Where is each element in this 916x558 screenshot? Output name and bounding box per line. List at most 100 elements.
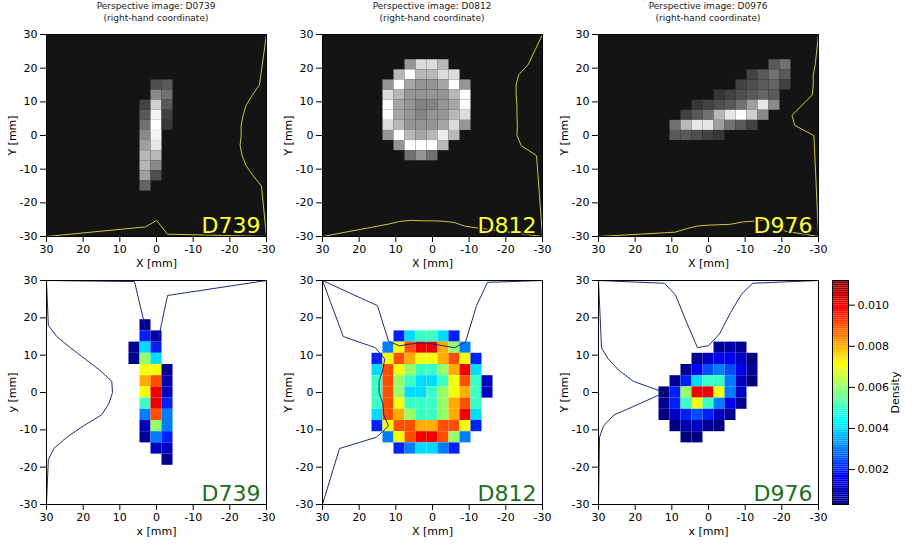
svg-text:10: 10 [665, 243, 679, 256]
svg-text:-20: -20 [296, 461, 314, 474]
svg-text:-20: -20 [296, 196, 314, 209]
svg-text:30: 30 [576, 274, 590, 287]
svg-text:X [mm]: X [mm] [688, 257, 729, 270]
svg-text:0: 0 [429, 511, 436, 524]
svg-text:0: 0 [153, 511, 160, 524]
svg-text:-10: -10 [20, 423, 38, 436]
svg-text:-20: -20 [221, 243, 239, 256]
svg-text:20: 20 [76, 243, 90, 256]
svg-text:10: 10 [576, 349, 590, 362]
svg-text:20: 20 [352, 243, 366, 256]
svg-text:-30: -30 [296, 230, 314, 243]
svg-text:0.004: 0.004 [858, 422, 890, 435]
svg-text:30: 30 [300, 274, 314, 287]
svg-text:0: 0 [583, 386, 590, 399]
svg-text:X [mm]: X [mm] [412, 257, 453, 270]
svg-text:D976: D976 [754, 213, 813, 238]
svg-text:Y [mm]: Y [mm] [6, 115, 19, 156]
svg-text:-20: -20 [773, 243, 791, 256]
svg-text:0: 0 [153, 243, 160, 256]
svg-text:-10: -10 [736, 243, 754, 256]
svg-text:20: 20 [24, 62, 38, 75]
svg-text:0.002: 0.002 [858, 463, 890, 476]
svg-text:30: 30 [24, 28, 38, 41]
svg-text:-10: -10 [460, 511, 478, 524]
svg-text:Y [mm]: Y [mm] [282, 115, 295, 156]
svg-text:30: 30 [300, 28, 314, 41]
svg-text:20: 20 [300, 311, 314, 324]
svg-text:-30: -30 [20, 498, 38, 511]
svg-text:0: 0 [583, 129, 590, 142]
svg-text:-30: -30 [572, 498, 590, 511]
svg-text:Y [mm]: Y [mm] [282, 372, 295, 413]
svg-text:-10: -10 [460, 243, 478, 256]
svg-text:D976: D976 [754, 481, 813, 506]
svg-text:10: 10 [665, 511, 679, 524]
svg-text:Y [mm]: Y [mm] [558, 115, 571, 156]
svg-text:-20: -20 [20, 196, 38, 209]
svg-text:0: 0 [429, 243, 436, 256]
svg-text:-10: -10 [184, 511, 202, 524]
svg-text:0.006: 0.006 [858, 381, 890, 394]
svg-text:30: 30 [40, 243, 54, 256]
svg-text:10: 10 [389, 511, 403, 524]
svg-text:y [mm]: y [mm] [6, 372, 19, 412]
svg-text:D739: D739 [202, 481, 261, 506]
svg-text:0: 0 [31, 129, 38, 142]
svg-text:20: 20 [576, 62, 590, 75]
svg-text:10: 10 [300, 95, 314, 108]
svg-text:0: 0 [31, 386, 38, 399]
svg-text:-10: -10 [572, 423, 590, 436]
svg-text:x [mm]: x [mm] [688, 525, 728, 538]
svg-text:20: 20 [576, 311, 590, 324]
svg-text:-30: -30 [258, 511, 276, 524]
svg-text:0: 0 [705, 243, 712, 256]
svg-text:-20: -20 [221, 511, 239, 524]
svg-text:10: 10 [300, 349, 314, 362]
svg-text:-10: -10 [736, 511, 754, 524]
svg-text:-30: -30 [258, 243, 276, 256]
svg-text:10: 10 [389, 243, 403, 256]
svg-text:-30: -30 [20, 230, 38, 243]
svg-text:X [mm]: X [mm] [136, 257, 177, 270]
svg-text:-20: -20 [497, 243, 515, 256]
svg-text:-30: -30 [534, 511, 552, 524]
svg-text:30: 30 [24, 274, 38, 287]
svg-text:30: 30 [40, 511, 54, 524]
svg-text:0: 0 [307, 129, 314, 142]
svg-text:20: 20 [76, 511, 90, 524]
svg-text:20: 20 [300, 62, 314, 75]
svg-text:0: 0 [307, 386, 314, 399]
svg-text:-20: -20 [497, 511, 515, 524]
svg-text:0.010: 0.010 [858, 299, 890, 312]
svg-text:10: 10 [113, 511, 127, 524]
svg-text:30: 30 [316, 243, 330, 256]
svg-text:0.008: 0.008 [858, 340, 890, 353]
svg-text:30: 30 [592, 243, 606, 256]
svg-text:10: 10 [24, 349, 38, 362]
svg-text:Density: Density [889, 371, 902, 413]
svg-text:10: 10 [113, 243, 127, 256]
svg-text:-30: -30 [296, 498, 314, 511]
svg-text:X [mm]: X [mm] [412, 525, 453, 538]
svg-text:-10: -10 [184, 243, 202, 256]
svg-text:20: 20 [628, 511, 642, 524]
svg-text:D812: D812 [478, 481, 537, 506]
svg-text:-10: -10 [296, 163, 314, 176]
svg-text:-30: -30 [810, 243, 828, 256]
svg-text:x [mm]: x [mm] [136, 525, 176, 538]
svg-text:-30: -30 [810, 511, 828, 524]
svg-text:-30: -30 [534, 243, 552, 256]
svg-text:D812: D812 [478, 213, 537, 238]
svg-text:10: 10 [576, 95, 590, 108]
svg-text:-20: -20 [572, 461, 590, 474]
svg-text:-10: -10 [20, 163, 38, 176]
svg-text:-20: -20 [773, 511, 791, 524]
svg-text:0: 0 [705, 511, 712, 524]
svg-text:-10: -10 [572, 163, 590, 176]
svg-text:-30: -30 [572, 230, 590, 243]
svg-text:20: 20 [352, 511, 366, 524]
svg-text:-20: -20 [572, 196, 590, 209]
svg-text:20: 20 [24, 311, 38, 324]
svg-text:30: 30 [316, 511, 330, 524]
